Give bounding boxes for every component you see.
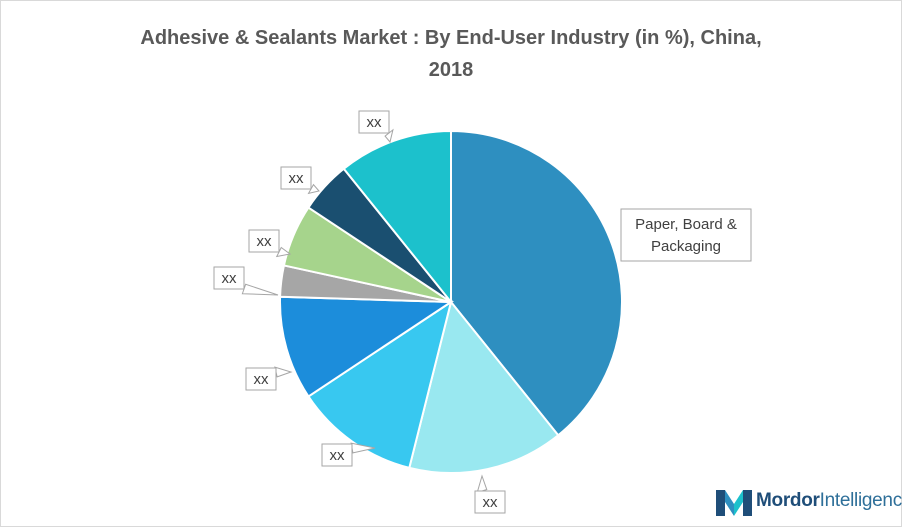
pie-slice-4 bbox=[279, 295, 455, 398]
pie-label-1-line-1: Paper, Board & bbox=[635, 216, 737, 233]
pie-label-5-line-1: xx bbox=[222, 270, 238, 287]
pie-callout-5: xx bbox=[213, 266, 279, 296]
pie-callout-1: Paper, Board & Packaging bbox=[620, 208, 752, 262]
mordor-intelligence-logo: MordorIntelligence bbox=[716, 486, 902, 520]
pie-label-1-line-2: Packaging bbox=[651, 238, 721, 255]
pie-slices bbox=[279, 129, 623, 474]
chart-title: Adhesive & Sealants Market : By End-User… bbox=[0, 22, 902, 86]
pie-callout-3: xx bbox=[321, 442, 376, 467]
mordor-logo-icon bbox=[716, 490, 752, 516]
pie-label-2-line-1: xx bbox=[483, 494, 499, 511]
pie-slice-3 bbox=[307, 299, 453, 470]
pie-label-6-line-1: xx bbox=[257, 233, 273, 250]
pie-slice-1 bbox=[450, 129, 623, 437]
pie-slice-2 bbox=[408, 299, 560, 474]
pie-label-4-line-1: xx bbox=[254, 371, 270, 388]
pie-callout-6: xx bbox=[248, 229, 292, 258]
mordor-logo-text: MordorIntelligence bbox=[756, 490, 902, 511]
pie-callout-4: xx bbox=[245, 366, 293, 391]
pie-label-8-line-1: xx bbox=[367, 114, 383, 131]
pie-callout-8: xx bbox=[358, 110, 394, 144]
pie-callout-2: xx bbox=[474, 474, 506, 514]
pie-label-3-line-1: xx bbox=[330, 447, 346, 464]
chart-title-line-2: 2018 bbox=[428, 59, 474, 81]
chart-title-line-1: Adhesive & Sealants Market : By End-User… bbox=[140, 27, 762, 49]
pie-callout-7: xx bbox=[280, 166, 320, 195]
pie-slice-8 bbox=[342, 129, 452, 305]
pie-label-7-line-1: xx bbox=[289, 170, 305, 187]
pie-callouts: Paper, Board & Packaging xx xx xx xx xx xx xx bbox=[213, 110, 752, 514]
